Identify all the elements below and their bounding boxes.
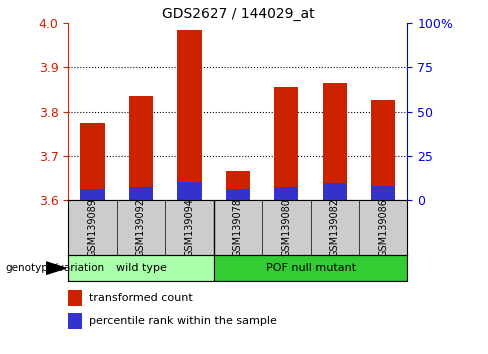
Bar [177,182,202,200]
Bar [226,171,250,200]
Bar [323,183,347,200]
Bar [68,290,82,306]
Bar [274,87,299,200]
Text: GSM139094: GSM139094 [184,198,194,257]
Bar [129,187,153,200]
Bar [371,186,395,200]
Polygon shape [46,262,66,274]
Bar [274,187,299,200]
Bar [177,30,202,200]
Text: GSM139080: GSM139080 [282,198,291,257]
Bar [68,255,214,281]
Text: GSM139078: GSM139078 [233,198,243,257]
Bar [214,255,407,281]
Bar [226,189,250,200]
Text: GSM139082: GSM139082 [330,198,340,257]
Text: POF null mutant: POF null mutant [265,263,356,273]
Text: transformed count: transformed count [89,293,192,303]
Text: GSM139089: GSM139089 [87,198,98,257]
Bar [81,122,104,200]
Text: percentile rank within the sample: percentile rank within the sample [89,316,277,326]
Text: GSM139086: GSM139086 [378,198,388,257]
Text: genotype/variation: genotype/variation [5,263,104,273]
Bar [81,189,104,200]
Text: GSM139092: GSM139092 [136,198,146,257]
Bar [129,96,153,200]
Bar [371,101,395,200]
Bar [323,83,347,200]
Text: wild type: wild type [116,263,166,273]
Title: GDS2627 / 144029_at: GDS2627 / 144029_at [162,7,314,21]
Bar [68,313,82,329]
